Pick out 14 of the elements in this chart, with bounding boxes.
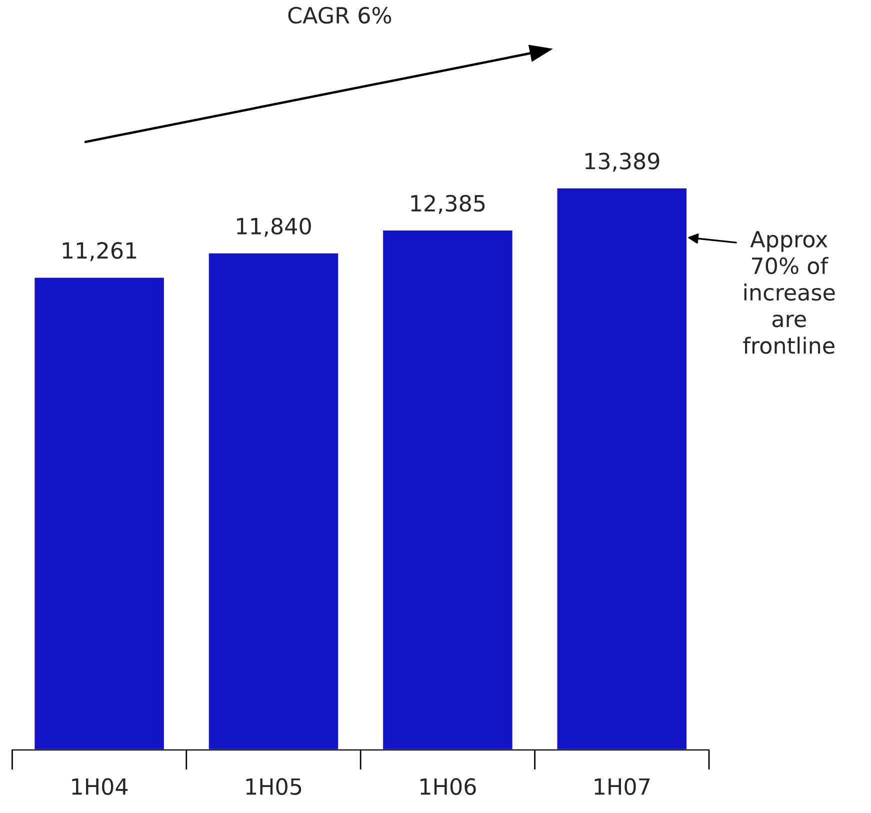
data-label: 13,389 [585, 152, 660, 172]
x-tick-label: 1H04 [72, 778, 128, 795]
x-tick-label: 1H05 [246, 778, 302, 795]
data-label: 11,840 [237, 218, 311, 237]
text: Approx 70% of increase are frontline [743, 231, 835, 354]
data-label: 12,385 [411, 194, 485, 214]
data-label: 11,261 [62, 242, 136, 262]
bar [382, 229, 514, 750]
text: CAGR 6% [288, 6, 392, 24]
x-tick-label: 1H07 [594, 778, 650, 795]
bar [207, 252, 340, 750]
x-tick-label: 1H06 [420, 778, 476, 795]
bar [33, 276, 166, 750]
bar [556, 186, 688, 750]
